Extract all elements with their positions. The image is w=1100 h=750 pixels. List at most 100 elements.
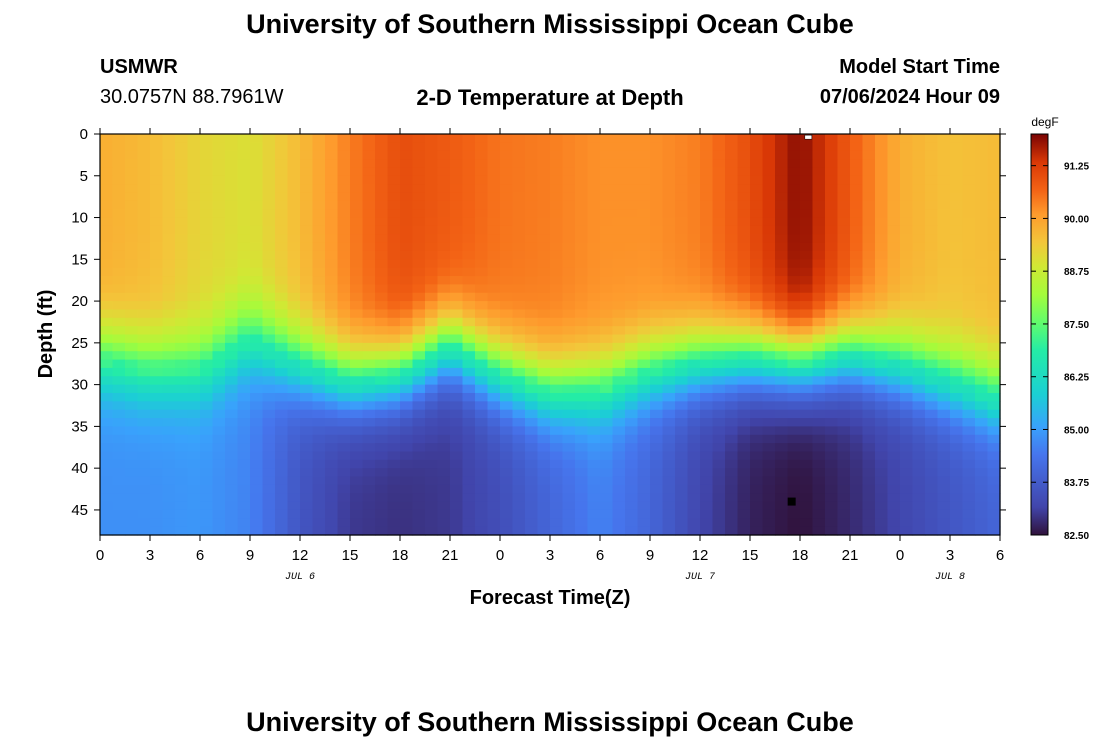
heatmap-cell (675, 159, 689, 169)
heatmap-cell (375, 501, 389, 511)
heatmap-cell (625, 217, 639, 227)
heatmap-cell (312, 392, 326, 402)
heatmap-cell (137, 142, 151, 152)
heatmap-cell (150, 434, 164, 444)
heatmap-cell (137, 443, 151, 453)
heatmap-cell (225, 401, 239, 411)
heatmap-cell (737, 392, 751, 402)
heatmap-cell (237, 476, 251, 486)
heatmap-cell (675, 250, 689, 260)
heatmap-cell (537, 159, 551, 169)
heatmap-cell (175, 242, 189, 252)
heatmap-cell (225, 426, 239, 436)
heatmap-cell (487, 426, 501, 436)
heatmap-cell (825, 459, 839, 469)
heatmap-cell (125, 200, 139, 210)
heatmap-cell (150, 418, 164, 427)
heatmap-cell (875, 334, 889, 344)
heatmap-cell (212, 526, 226, 536)
heatmap-cell (525, 209, 539, 219)
heatmap-cell (537, 359, 551, 369)
heatmap-cell (575, 434, 589, 444)
heatmap-cell (175, 359, 189, 369)
heatmap-cell (450, 367, 464, 377)
heatmap-cell (512, 501, 526, 511)
heatmap-cell (237, 409, 251, 419)
heatmap-cell (337, 434, 351, 444)
heatmap-cell (387, 209, 401, 219)
heatmap-cell (575, 476, 589, 486)
heatmap-cell (162, 150, 176, 160)
heatmap-cell (775, 342, 789, 352)
heatmap-cell (650, 342, 664, 352)
heatmap-cell (687, 184, 701, 194)
heatmap-cell (412, 242, 426, 252)
heatmap-cell (887, 443, 901, 453)
heatmap-cell (650, 451, 664, 461)
heatmap-cell (375, 217, 389, 227)
heatmap-cell (775, 142, 789, 152)
heatmap-cell (475, 292, 489, 302)
heatmap-cell (312, 493, 326, 503)
heatmap-cell (925, 376, 939, 386)
heatmap-cell (200, 418, 214, 427)
heatmap-cell (400, 301, 414, 311)
heatmap-cell (500, 284, 514, 294)
heatmap-cell (737, 200, 751, 210)
heatmap-cell (737, 384, 751, 394)
heatmap-cell (150, 409, 164, 419)
heatmap-cell (800, 451, 814, 461)
heatmap-cell (800, 284, 814, 294)
heatmap-cell (962, 401, 976, 411)
heatmap-cell (187, 468, 201, 478)
heatmap-cell (312, 518, 326, 528)
heatmap-cell (137, 326, 151, 336)
heatmap-cell (137, 150, 151, 160)
heatmap-cell (687, 217, 701, 227)
heatmap-cell (150, 443, 164, 453)
heatmap-cell (575, 493, 589, 503)
heatmap-cell (487, 501, 501, 511)
heatmap-cell (350, 250, 364, 260)
heatmap-cell (587, 418, 601, 427)
heatmap-cell (437, 150, 451, 160)
heatmap-cell (550, 167, 564, 177)
heatmap-cell (800, 292, 814, 302)
heatmap-cell (562, 367, 576, 377)
heatmap-cell (975, 200, 989, 210)
heatmap-cell (300, 250, 314, 260)
heatmap-cell (925, 359, 939, 369)
heatmap-cell (962, 434, 976, 444)
heatmap-cell (512, 351, 526, 361)
heatmap-cell (587, 392, 601, 402)
heatmap-cell (237, 167, 251, 177)
heatmap-cell (812, 392, 826, 402)
heatmap-cell (187, 526, 201, 536)
heatmap-cell (400, 242, 414, 252)
heatmap-cell (200, 267, 214, 277)
heatmap-cell (312, 443, 326, 453)
heatmap-cell (937, 234, 951, 244)
heatmap-cell (325, 509, 339, 519)
heatmap-cell (300, 493, 314, 503)
heatmap-cell (500, 476, 514, 486)
heatmap-cell (262, 142, 276, 152)
heatmap-cell (975, 259, 989, 269)
heatmap-cell (687, 200, 701, 210)
heatmap-cell (100, 184, 114, 194)
heatmap-cell (112, 509, 126, 519)
heatmap-cell (762, 142, 776, 152)
heatmap-cell (200, 518, 214, 528)
heatmap-cell (387, 342, 401, 352)
heatmap-cell (287, 351, 301, 361)
heatmap-cell (837, 392, 851, 402)
heatmap-cell (287, 184, 301, 194)
heatmap-cell (812, 292, 826, 302)
heatmap-cell (437, 434, 451, 444)
heatmap-cell (462, 392, 476, 402)
heatmap-cell (337, 468, 351, 478)
heatmap-cell (637, 392, 651, 402)
heatmap-cell (537, 267, 551, 277)
heatmap-cell (512, 267, 526, 277)
heatmap-cell (112, 284, 126, 294)
